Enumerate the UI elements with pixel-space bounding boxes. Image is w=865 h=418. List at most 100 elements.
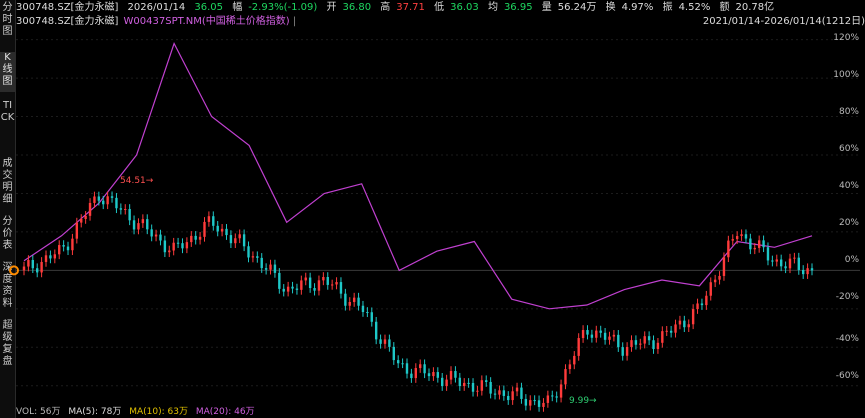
candle-body <box>379 339 382 344</box>
candle-body <box>291 286 294 289</box>
volume-value: 56.24万 <box>557 2 597 13</box>
candle-body <box>801 269 805 275</box>
candle-body <box>106 196 109 205</box>
candle-body <box>674 324 677 333</box>
candle-body <box>463 382 466 387</box>
ma5-value: MA(5): 78万 <box>68 407 122 417</box>
candle-body <box>480 380 484 391</box>
candle-body <box>678 320 682 325</box>
candle-body <box>722 257 726 276</box>
change-label: 幅 <box>232 2 243 13</box>
candle-body <box>797 257 800 270</box>
candle-body <box>185 242 189 249</box>
tab-kline[interactable]: K线图 <box>0 52 15 92</box>
change-value: -2.93%(-1.09) <box>248 2 318 13</box>
candle-body <box>198 236 202 240</box>
candle-body <box>410 373 413 379</box>
tab-tick[interactable]: TICK <box>0 100 15 123</box>
candle-body <box>194 235 197 240</box>
tab-timeshare[interactable]: 分时图 <box>2 2 13 37</box>
candle-body <box>586 330 589 335</box>
date-range: 2021/01/14-2026/01/14(1212日) <box>702 16 865 27</box>
candle-body <box>75 222 79 239</box>
candle-body <box>207 216 211 222</box>
candle-body <box>251 256 255 258</box>
tab-trade-detail[interactable]: 成交明细 <box>2 158 13 205</box>
vol-value: VOL: 56万 <box>16 407 61 417</box>
y-tick: 80% <box>838 107 859 117</box>
candle-body <box>617 334 620 348</box>
last-price: 36.05 <box>194 2 224 13</box>
candle-body <box>300 280 303 290</box>
candle-body <box>317 280 321 291</box>
candle-body <box>137 223 140 230</box>
sidebar: 分时图 K线图 TICK 成交明细 分价表 深度资料 超级复盘 <box>0 0 16 418</box>
candle-body <box>132 220 136 230</box>
candle-body <box>247 246 250 258</box>
candle-body <box>344 293 347 306</box>
candle-body <box>212 216 215 226</box>
tab-depth-info[interactable]: 深度资料 <box>2 262 13 309</box>
candle-body <box>788 258 792 269</box>
candle-body <box>705 295 708 306</box>
tab-super-review[interactable]: 超级复盘 <box>2 320 13 367</box>
candle-body <box>568 364 572 370</box>
candle-body <box>335 282 338 285</box>
candle-body <box>647 336 651 341</box>
candle-body <box>278 272 281 289</box>
candle-body <box>498 390 501 395</box>
y-tick: -60% <box>835 371 859 381</box>
candle-body <box>687 324 690 328</box>
candle-body <box>661 331 664 343</box>
candle-body <box>771 260 774 262</box>
open-value: 36.80 <box>342 2 372 13</box>
candle-body <box>88 202 92 216</box>
candle-body <box>264 268 268 270</box>
candle-body <box>551 395 554 397</box>
candle-body <box>348 301 351 306</box>
open-label: 开 <box>326 2 337 13</box>
candle-body <box>718 275 721 280</box>
candle-body <box>683 320 686 328</box>
candle-body <box>696 303 699 310</box>
candle-body <box>515 387 519 392</box>
candle-body <box>352 297 356 302</box>
tab-price-table[interactable]: 分价表 <box>2 216 13 251</box>
candle-body <box>84 215 87 219</box>
candle-body <box>58 245 61 255</box>
candle-body <box>577 338 580 356</box>
candle-body <box>441 377 444 387</box>
amplitude-label: 振 <box>662 2 673 13</box>
candle-body <box>757 240 761 248</box>
candle-body <box>190 235 193 243</box>
candle-body <box>308 277 312 289</box>
candle-body <box>361 305 365 312</box>
candle-body <box>22 266 26 271</box>
candle-body <box>533 400 536 402</box>
candle-body <box>31 260 35 269</box>
candle-body <box>414 368 417 379</box>
candle-body <box>524 398 528 406</box>
candle-body <box>639 343 642 345</box>
y-tick: 40% <box>838 181 859 191</box>
y-tick: 0% <box>844 255 859 265</box>
candle-body <box>537 400 541 407</box>
candle-body <box>779 259 783 267</box>
candle-body <box>44 255 48 262</box>
turnover-label: 换 <box>605 2 616 13</box>
candle-body <box>388 339 391 347</box>
candle-body <box>392 346 395 361</box>
candle-body <box>176 242 180 244</box>
candle-body <box>546 395 550 403</box>
y-tick: 100% <box>833 70 859 80</box>
quote-date: 2026/01/14 <box>127 2 186 13</box>
legend-stock: 300748.SZ[金力永磁] <box>16 16 119 27</box>
high-label: 高 <box>380 2 391 13</box>
candle-body <box>366 311 369 313</box>
candle-body <box>339 282 343 294</box>
candle-body <box>66 246 70 251</box>
candle-body <box>260 257 263 269</box>
candle-body <box>458 377 462 387</box>
candle-body <box>806 268 809 275</box>
